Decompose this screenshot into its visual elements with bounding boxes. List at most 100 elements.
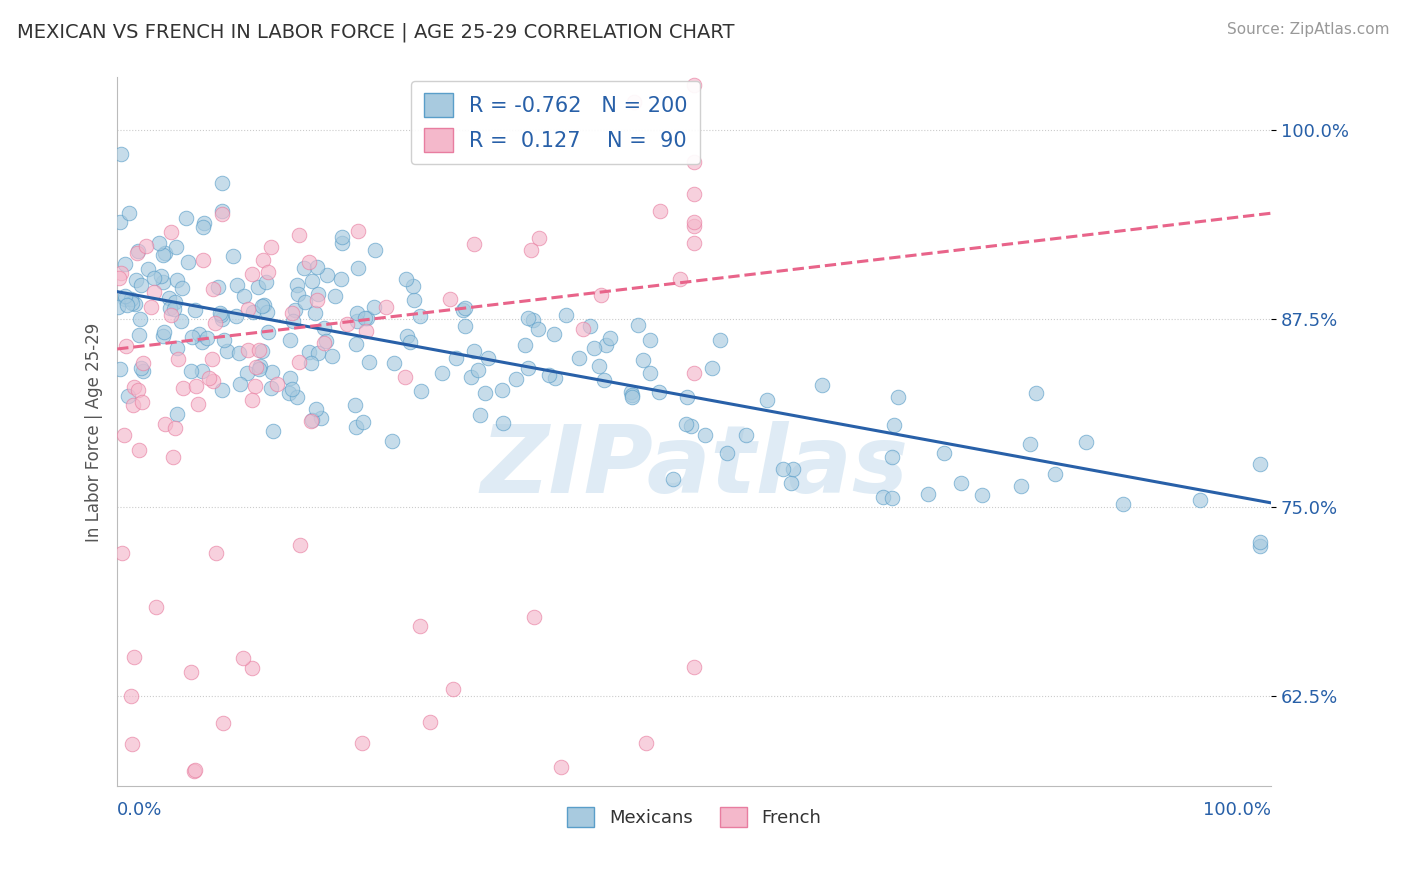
Point bbox=[515, 338, 537, 352]
Point bbox=[124, 273, 146, 287]
Point bbox=[1111, 497, 1133, 511]
Point bbox=[211, 204, 233, 219]
Point bbox=[212, 334, 235, 348]
Point bbox=[544, 371, 567, 385]
Point bbox=[236, 366, 259, 380]
Point bbox=[250, 299, 273, 313]
Point bbox=[408, 309, 430, 323]
Point bbox=[354, 325, 377, 339]
Point bbox=[180, 364, 202, 378]
Point bbox=[675, 417, 697, 432]
Point bbox=[627, 318, 650, 332]
Point bbox=[245, 360, 267, 375]
Point bbox=[477, 351, 499, 365]
Point bbox=[170, 314, 193, 328]
Point bbox=[280, 333, 302, 347]
Point bbox=[285, 278, 308, 293]
Point bbox=[225, 309, 247, 323]
Point bbox=[121, 737, 143, 751]
Point bbox=[419, 715, 441, 730]
Point bbox=[633, 352, 655, 367]
Point bbox=[693, 428, 716, 442]
Point bbox=[131, 394, 153, 409]
Point bbox=[330, 230, 353, 244]
Point bbox=[153, 246, 176, 260]
Point bbox=[184, 763, 207, 777]
Point bbox=[592, 373, 614, 387]
Point bbox=[129, 311, 152, 326]
Point bbox=[312, 321, 335, 335]
Point bbox=[550, 760, 572, 774]
Point bbox=[301, 274, 323, 288]
Point bbox=[128, 384, 150, 398]
Point bbox=[709, 333, 731, 347]
Point bbox=[305, 260, 328, 274]
Point bbox=[352, 415, 374, 429]
Point bbox=[589, 288, 612, 302]
Point bbox=[266, 376, 288, 391]
Point bbox=[232, 289, 254, 303]
Point bbox=[599, 331, 621, 345]
Point bbox=[474, 385, 496, 400]
Point bbox=[441, 681, 464, 696]
Point bbox=[621, 388, 644, 402]
Point bbox=[120, 689, 142, 703]
Point bbox=[125, 246, 148, 260]
Point bbox=[240, 392, 263, 407]
Point bbox=[312, 335, 335, 350]
Point bbox=[152, 275, 174, 289]
Point bbox=[120, 293, 142, 307]
Point bbox=[315, 268, 337, 282]
Point bbox=[298, 345, 321, 359]
Point bbox=[188, 327, 211, 342]
Point bbox=[121, 295, 143, 310]
Point bbox=[402, 278, 425, 293]
Legend: Mexicans, French: Mexicans, French bbox=[560, 800, 828, 834]
Point bbox=[638, 333, 661, 347]
Point bbox=[516, 361, 538, 376]
Point bbox=[201, 374, 224, 388]
Point bbox=[162, 450, 184, 464]
Point bbox=[211, 177, 233, 191]
Point bbox=[756, 392, 779, 407]
Point bbox=[683, 659, 706, 673]
Point bbox=[432, 366, 454, 380]
Point bbox=[242, 661, 264, 675]
Point bbox=[662, 472, 685, 486]
Point bbox=[148, 235, 170, 250]
Point bbox=[527, 322, 550, 336]
Point bbox=[152, 248, 174, 262]
Point bbox=[1249, 535, 1271, 549]
Point bbox=[516, 310, 538, 325]
Point bbox=[143, 285, 166, 300]
Point bbox=[321, 349, 343, 363]
Point bbox=[363, 300, 385, 314]
Point bbox=[145, 600, 167, 615]
Point bbox=[281, 382, 304, 396]
Point bbox=[887, 390, 910, 404]
Point bbox=[115, 298, 138, 312]
Point bbox=[114, 289, 136, 303]
Point bbox=[970, 488, 993, 502]
Point bbox=[647, 384, 669, 399]
Point bbox=[352, 736, 374, 750]
Point bbox=[572, 322, 595, 336]
Point bbox=[247, 343, 270, 357]
Point bbox=[411, 384, 433, 399]
Point bbox=[470, 408, 492, 422]
Point bbox=[187, 397, 209, 411]
Point bbox=[307, 346, 329, 360]
Point bbox=[259, 240, 281, 254]
Point bbox=[381, 434, 404, 448]
Point bbox=[243, 379, 266, 393]
Point bbox=[124, 380, 146, 394]
Point bbox=[702, 360, 724, 375]
Point bbox=[193, 217, 215, 231]
Point bbox=[129, 277, 152, 292]
Point bbox=[1018, 436, 1040, 450]
Point bbox=[107, 300, 129, 314]
Point bbox=[307, 293, 329, 307]
Point bbox=[170, 281, 193, 295]
Point bbox=[675, 390, 697, 404]
Point bbox=[620, 385, 643, 400]
